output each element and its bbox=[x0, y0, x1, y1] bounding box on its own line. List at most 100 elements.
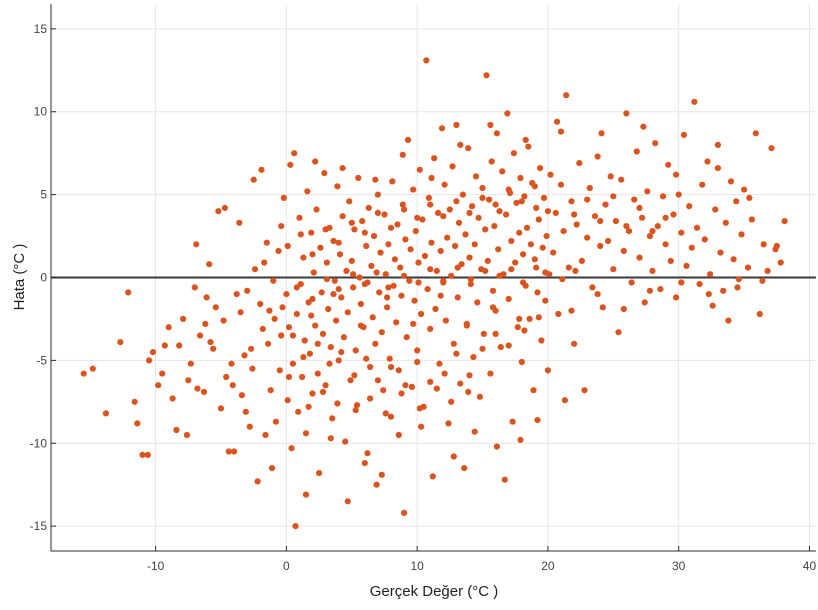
data-point bbox=[312, 322, 319, 329]
data-point bbox=[385, 241, 392, 248]
data-point bbox=[352, 407, 359, 414]
data-point bbox=[223, 373, 230, 381]
data-point bbox=[607, 173, 614, 180]
data-point bbox=[265, 340, 272, 347]
data-point bbox=[276, 367, 283, 374]
data-point bbox=[489, 304, 497, 311]
data-point bbox=[773, 242, 780, 250]
data-point bbox=[475, 214, 482, 221]
data-point bbox=[378, 329, 385, 336]
data-point bbox=[381, 211, 388, 218]
data-point bbox=[302, 430, 310, 437]
data-point bbox=[359, 218, 366, 225]
data-point bbox=[573, 221, 580, 228]
data-point bbox=[415, 279, 422, 286]
data-point bbox=[146, 357, 153, 364]
data-point bbox=[374, 377, 381, 384]
x-tick-label: -10 bbox=[147, 559, 165, 573]
data-point bbox=[620, 247, 627, 255]
data-point bbox=[486, 196, 493, 203]
data-point bbox=[526, 315, 533, 322]
data-point bbox=[272, 418, 279, 425]
data-point bbox=[314, 340, 321, 347]
data-point bbox=[492, 201, 499, 208]
data-point bbox=[339, 165, 346, 172]
data-point bbox=[683, 262, 690, 269]
data-point bbox=[459, 191, 466, 198]
data-point bbox=[185, 377, 192, 384]
data-point bbox=[402, 382, 409, 389]
data-point bbox=[391, 256, 398, 263]
data-point bbox=[374, 209, 381, 216]
data-point bbox=[333, 317, 340, 324]
data-point bbox=[165, 324, 172, 331]
data-point bbox=[401, 272, 408, 279]
data-point bbox=[537, 165, 544, 172]
data-point bbox=[89, 365, 96, 372]
data-point bbox=[373, 269, 380, 276]
data-point bbox=[176, 342, 183, 349]
data-point bbox=[428, 174, 435, 182]
data-point bbox=[246, 423, 253, 430]
data-point bbox=[202, 320, 209, 327]
data-point bbox=[530, 387, 537, 394]
data-point bbox=[466, 254, 473, 261]
data-point bbox=[470, 354, 477, 361]
data-point bbox=[720, 287, 727, 294]
data-point bbox=[777, 259, 784, 266]
data-point bbox=[756, 310, 763, 318]
data-point bbox=[544, 367, 552, 374]
data-point bbox=[508, 237, 515, 245]
data-point bbox=[338, 349, 345, 356]
data-point bbox=[144, 451, 151, 458]
data-point bbox=[225, 448, 232, 455]
data-point bbox=[675, 191, 682, 198]
data-point bbox=[423, 57, 430, 64]
data-point bbox=[378, 471, 385, 478]
data-point bbox=[318, 289, 325, 296]
data-point bbox=[652, 140, 659, 147]
data-point bbox=[517, 174, 524, 182]
data-point bbox=[662, 241, 669, 248]
data-point bbox=[197, 332, 204, 339]
data-point bbox=[346, 198, 353, 205]
data-point bbox=[589, 284, 596, 291]
data-point bbox=[734, 284, 741, 291]
data-point bbox=[565, 264, 572, 271]
y-tick-label: -10 bbox=[30, 436, 48, 450]
data-point bbox=[395, 431, 402, 439]
data-point bbox=[535, 216, 542, 223]
data-point bbox=[599, 304, 606, 311]
y-tick-label: 0 bbox=[40, 271, 47, 285]
data-point bbox=[335, 286, 342, 293]
data-point bbox=[591, 213, 599, 220]
data-point bbox=[236, 219, 243, 226]
data-point bbox=[339, 213, 346, 220]
data-point bbox=[279, 304, 286, 311]
data-point bbox=[335, 239, 342, 246]
data-point bbox=[546, 271, 553, 278]
data-point bbox=[344, 498, 351, 505]
data-point bbox=[440, 213, 447, 220]
data-point bbox=[688, 244, 695, 251]
data-point bbox=[415, 259, 422, 266]
data-point bbox=[576, 160, 583, 167]
data-point bbox=[707, 271, 714, 278]
data-point bbox=[428, 239, 435, 246]
data-point bbox=[479, 184, 486, 192]
data-point bbox=[748, 216, 756, 223]
data-point bbox=[499, 168, 506, 175]
data-point bbox=[297, 231, 304, 238]
data-point bbox=[578, 257, 586, 264]
data-point bbox=[623, 223, 630, 230]
data-point bbox=[280, 194, 287, 201]
data-point bbox=[493, 443, 500, 450]
data-point bbox=[483, 72, 490, 79]
data-point bbox=[482, 226, 489, 233]
data-point bbox=[465, 145, 472, 152]
data-point bbox=[309, 295, 316, 303]
data-point bbox=[384, 294, 391, 301]
data-point bbox=[382, 271, 389, 278]
data-point bbox=[554, 118, 561, 125]
